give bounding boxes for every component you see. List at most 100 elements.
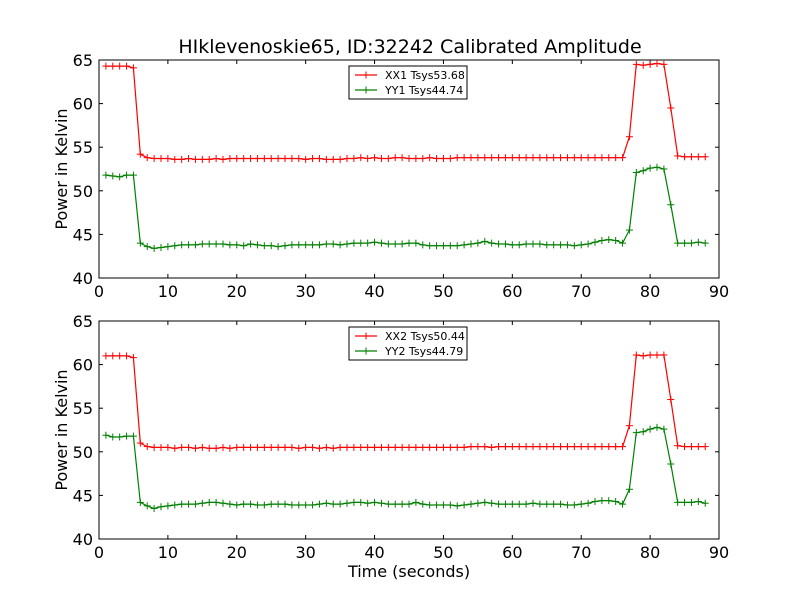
data-point: [474, 239, 482, 247]
data-point: [247, 155, 255, 163]
data-point: [405, 443, 413, 451]
data-point: [116, 62, 124, 70]
data-point: [674, 239, 682, 247]
data-point: [639, 428, 647, 436]
data-point: [164, 155, 172, 163]
data-point: [205, 155, 213, 163]
data-point: [233, 241, 241, 249]
data-point: [412, 443, 420, 451]
data-point: [357, 443, 365, 451]
data-point: [377, 155, 385, 163]
data-point: [446, 443, 454, 451]
data-point: [653, 59, 661, 67]
x-tick-label: 60: [502, 543, 522, 562]
data-point: [612, 498, 620, 506]
data-point: [419, 500, 427, 508]
data-point: [157, 155, 165, 163]
data-point: [488, 239, 496, 247]
data-point: [219, 240, 227, 248]
data-point: [474, 443, 482, 451]
data-point: [343, 240, 351, 248]
data-point: [240, 500, 248, 508]
data-point: [329, 500, 337, 508]
data-point: [116, 352, 124, 360]
data-point: [129, 432, 137, 440]
data-point: [639, 167, 647, 175]
data-point: [322, 240, 330, 248]
data-point: [309, 155, 317, 163]
data-point: [322, 443, 330, 451]
data-point: [536, 240, 544, 248]
data-point: [212, 240, 220, 248]
data-point: [178, 241, 186, 249]
data-point: [336, 500, 344, 508]
data-point: [619, 500, 627, 508]
data-point: [205, 444, 213, 452]
data-point: [453, 443, 461, 451]
data-point: [150, 504, 158, 512]
data-point: [412, 239, 420, 247]
data-point: [233, 155, 241, 163]
data-point: [446, 155, 454, 163]
data-point: [253, 501, 261, 509]
data-point: [391, 240, 399, 248]
data-point: [619, 239, 627, 247]
data-point: [488, 154, 496, 162]
data-point: [315, 500, 323, 508]
data-point: [150, 443, 158, 451]
data-point: [226, 444, 234, 452]
data-point: [681, 443, 689, 451]
data-point: [219, 155, 227, 163]
data-point: [570, 501, 578, 509]
data-point: [302, 501, 310, 509]
data-point: [267, 242, 275, 250]
data-point: [646, 425, 654, 433]
data-point: [536, 154, 544, 162]
data-point: [467, 154, 475, 162]
data-point: [315, 444, 323, 452]
x-tick-label: 50: [433, 282, 453, 301]
data-point: [309, 501, 317, 509]
data-point: [157, 243, 165, 251]
data-point: [102, 431, 110, 439]
data-point: [315, 155, 323, 163]
data-point: [295, 444, 303, 452]
data-point: [563, 501, 571, 509]
data-point: [501, 443, 509, 451]
data-point: [405, 500, 413, 508]
data-point: [646, 351, 654, 359]
data-point: [350, 155, 358, 163]
legend-entry: YY2 Tsys44.79: [355, 345, 463, 358]
subplots: 0 10 20 30 40 50 60 70 80 90 40 45 50 55 60 65 Power in …: [52, 51, 729, 581]
data-point: [495, 500, 503, 508]
data-point: [191, 155, 199, 163]
y-tick-label: 45: [73, 225, 93, 244]
data-point: [164, 243, 172, 251]
data-point: [433, 443, 441, 451]
y-tick-label: 60: [73, 95, 93, 114]
data-point: [364, 443, 372, 451]
data-point: [495, 154, 503, 162]
data-point: [563, 154, 571, 162]
data-point: [322, 499, 330, 507]
data-point: [625, 485, 633, 493]
data-point: [701, 499, 709, 507]
data-point: [694, 153, 702, 161]
data-point: [577, 443, 585, 451]
data-point: [391, 500, 399, 508]
data-point: [543, 500, 551, 508]
data-point: [212, 498, 220, 506]
data-point: [474, 499, 482, 507]
data-point: [247, 240, 255, 248]
data-point: [371, 443, 379, 451]
data-point: [150, 244, 158, 252]
data-point: [653, 163, 661, 171]
data-point: [295, 501, 303, 509]
data-point: [694, 238, 702, 246]
x-tick-label: 30: [295, 282, 315, 301]
data-point: [136, 439, 144, 447]
data-point: [446, 501, 454, 509]
data-point: [632, 429, 640, 437]
data-point: [384, 155, 392, 163]
